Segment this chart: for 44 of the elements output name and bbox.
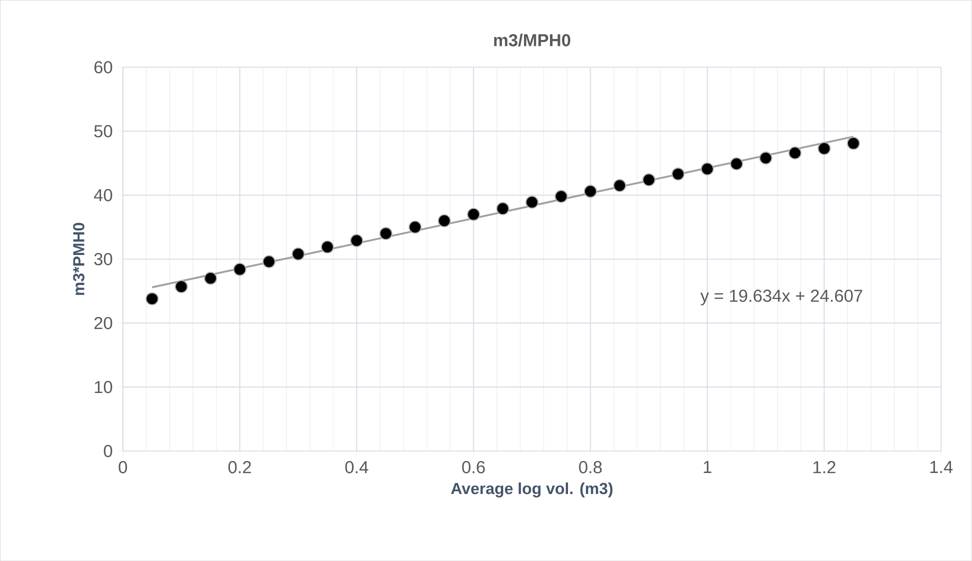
point xyxy=(350,234,364,247)
point xyxy=(379,226,392,240)
x-tick-label: 0.6 xyxy=(462,460,485,474)
y-tick-label: 0 xyxy=(104,444,112,458)
point xyxy=(438,214,451,228)
annotation: y = 19.634x + 24.607 xyxy=(700,290,862,306)
point xyxy=(204,272,218,285)
point xyxy=(467,208,480,221)
point xyxy=(584,184,597,198)
x-axis-title: Average log vol. (m3) xyxy=(451,482,612,498)
point xyxy=(408,220,422,234)
y-tick-label: 20 xyxy=(94,316,112,330)
point xyxy=(730,157,744,170)
chart-title: m3/MPH0 xyxy=(494,34,570,46)
x-tick-label: 1.2 xyxy=(813,460,836,474)
x-tick-label: 0.4 xyxy=(345,460,368,474)
point xyxy=(700,162,714,176)
x-tick-label: 0.8 xyxy=(579,460,602,474)
point xyxy=(525,196,539,209)
point xyxy=(233,262,246,276)
x-tick-label: 0 xyxy=(118,460,128,474)
point xyxy=(846,136,860,150)
point xyxy=(672,167,685,180)
point xyxy=(174,280,188,294)
point xyxy=(320,240,334,254)
point xyxy=(262,255,276,268)
y-tick-label: 50 xyxy=(94,124,112,138)
point xyxy=(642,173,656,186)
point xyxy=(292,247,305,260)
y-tick-label: 10 xyxy=(94,380,112,394)
y-tick-label: 60 xyxy=(94,60,112,74)
x-tick-label: 0.2 xyxy=(228,460,251,474)
y-tick-label: 30 xyxy=(94,252,112,266)
point xyxy=(496,202,510,216)
point xyxy=(788,146,802,160)
point xyxy=(554,190,568,203)
point xyxy=(613,178,626,192)
x-tick-label: 1 xyxy=(704,460,712,473)
point xyxy=(759,151,772,164)
x-tick-label: 1.4 xyxy=(930,460,953,473)
point xyxy=(146,292,159,306)
y-tick-label: 40 xyxy=(94,188,112,202)
y-axis-title: m3*PMH0 xyxy=(73,222,84,295)
point xyxy=(818,142,831,155)
